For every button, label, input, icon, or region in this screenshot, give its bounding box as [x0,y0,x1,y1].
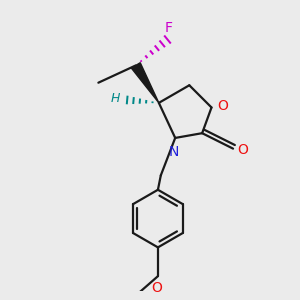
Text: O: O [217,99,228,113]
Text: O: O [151,281,162,296]
Text: N: N [169,145,179,159]
Text: H: H [111,92,120,105]
Polygon shape [131,63,159,103]
Text: F: F [165,21,173,35]
Text: O: O [237,143,248,157]
